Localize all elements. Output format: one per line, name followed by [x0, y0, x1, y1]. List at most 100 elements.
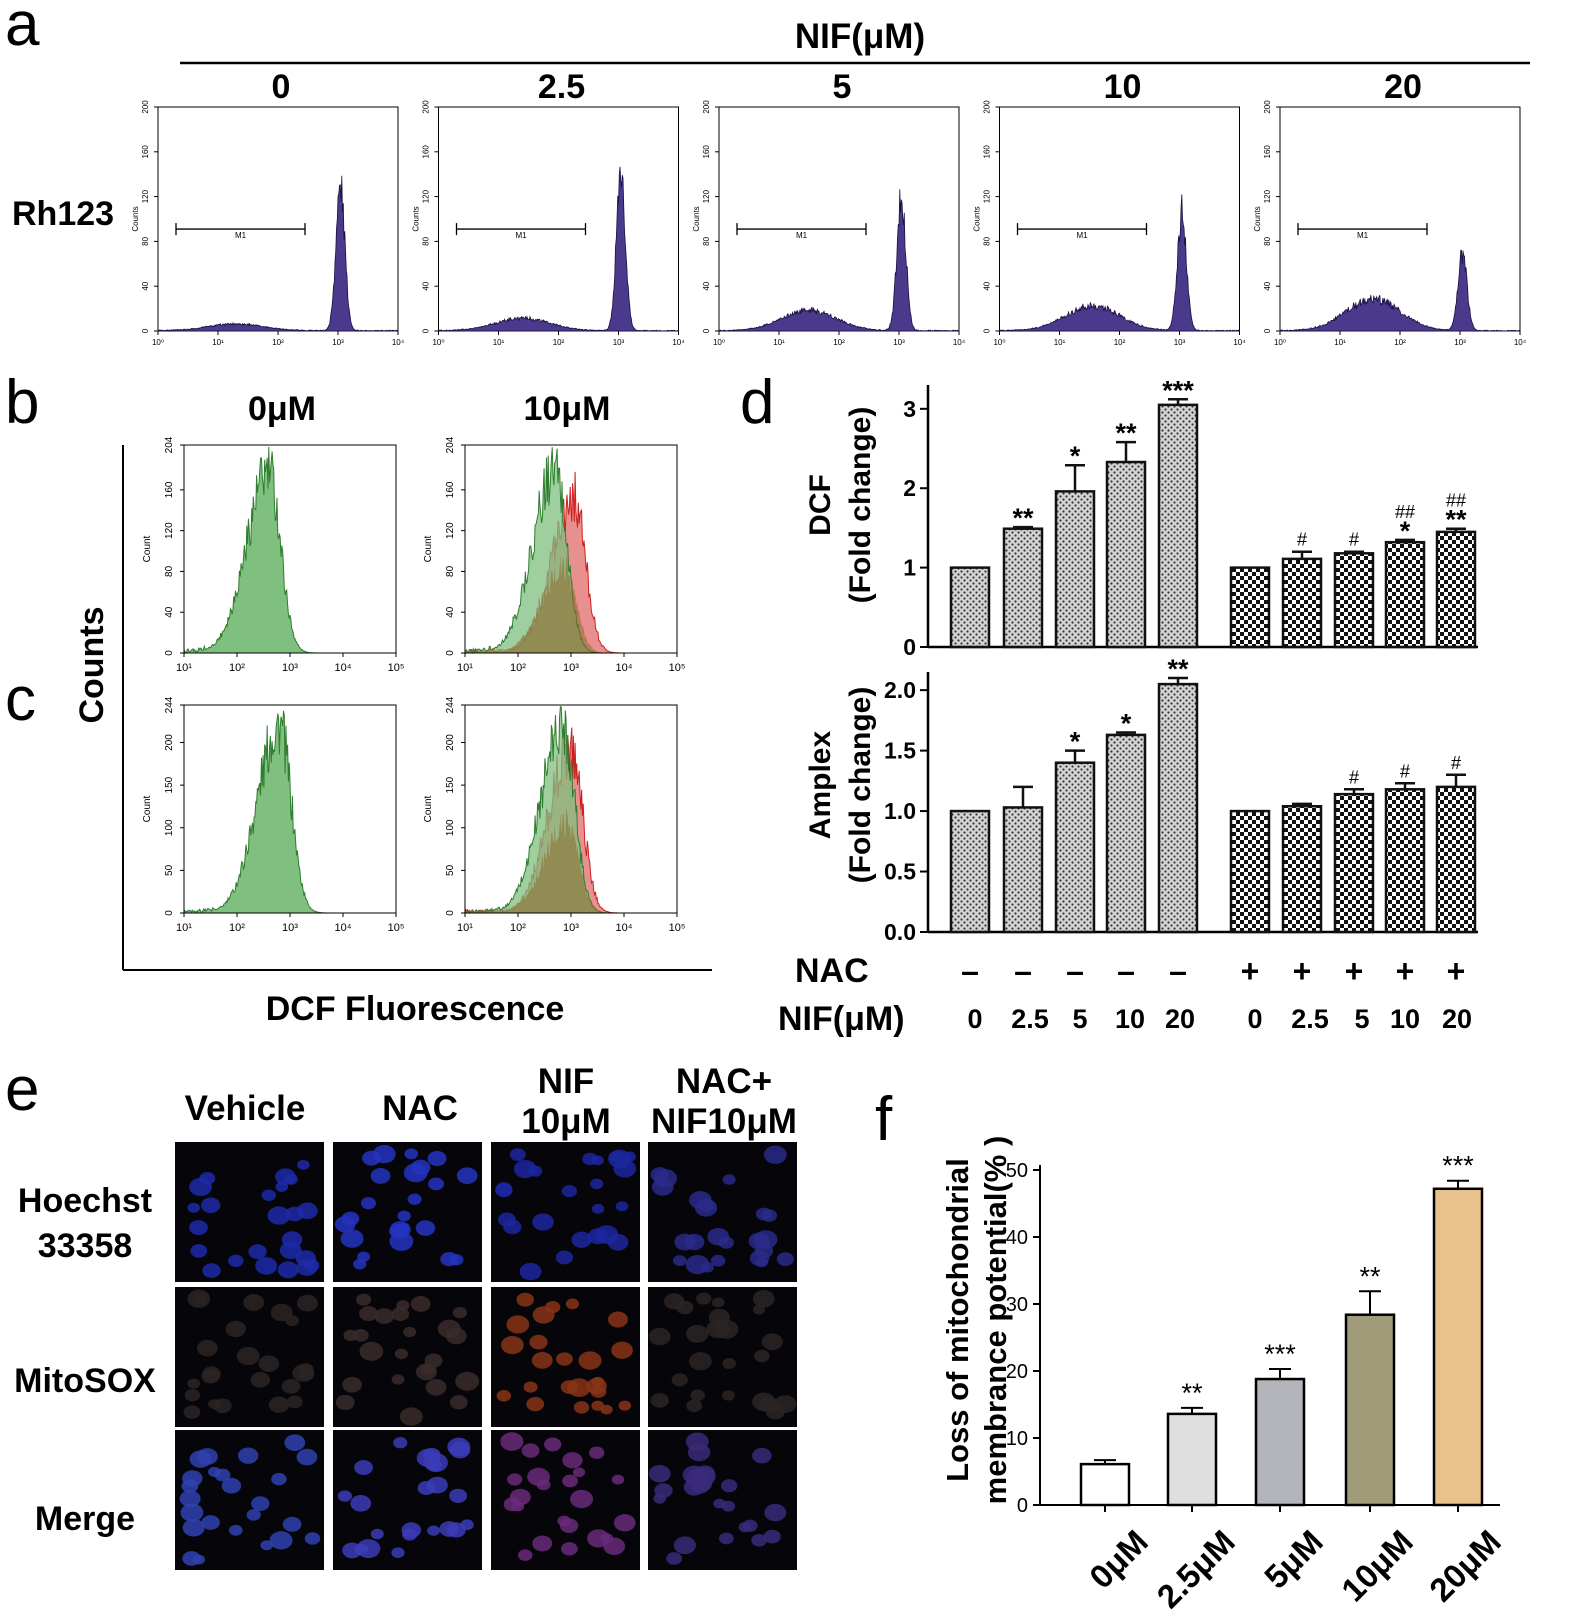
y-tick-label: 0: [1017, 1495, 1028, 1517]
bar: [1344, 1313, 1396, 1507]
panel-d-dcf-ylabel-2: (Fold change): [844, 407, 877, 604]
cell-nucleus: [267, 1206, 291, 1225]
significance-label: ***: [1162, 375, 1194, 405]
cell-nucleus: [721, 1390, 735, 1401]
cell-nucleus: [281, 1378, 301, 1394]
cell-nucleus: [590, 1385, 607, 1398]
x-tick-label: 10²: [272, 338, 284, 347]
plot-frame: [1279, 106, 1521, 332]
panel-e: e Vehicle NAC NIF 10μM NAC+ NIF10μM Hoec…: [5, 1055, 797, 1570]
cell-nucleus: [255, 1257, 278, 1275]
cell-nucleus: [402, 1528, 418, 1541]
nif-dose: 5: [1072, 1004, 1087, 1034]
cell-nucleus: [696, 1292, 712, 1305]
cell-nucleus: [189, 1220, 208, 1236]
y-tick-label: 2: [903, 475, 916, 501]
m1-gate-label: M1: [515, 231, 527, 240]
nif-dose: 2.5: [1011, 1004, 1049, 1034]
cell-nucleus: [613, 1159, 637, 1178]
m1-gate-label: M1: [796, 231, 808, 240]
cell-nucleus: [354, 1460, 373, 1476]
bar: [1432, 1187, 1484, 1507]
cell-nucleus: [671, 1373, 688, 1387]
bar: [1254, 1377, 1306, 1507]
cell-nucleus: [404, 1148, 419, 1160]
x-tick-label: 10³: [1454, 338, 1466, 347]
cell-nucleus: [359, 1306, 378, 1322]
panel-letter-a: a: [5, 0, 40, 59]
cell-nucleus: [666, 1552, 683, 1565]
cell-nucleus: [561, 1185, 577, 1198]
y-tick-label: 40: [422, 281, 431, 290]
x-tick-label: 10¹: [457, 662, 473, 674]
dcf-histogram: 0 50 100 150 200 244 Count 10¹ 10² 10³ 10⁴ 10⁵: [423, 696, 685, 934]
cell-nucleus: [527, 1467, 550, 1486]
y-tick-label: 3: [903, 396, 916, 422]
cell-nucleus: [190, 1244, 208, 1258]
cell-nucleus: [225, 1320, 246, 1338]
cell-nucleus: [755, 1257, 768, 1268]
x-tick-label: 10³: [563, 662, 579, 674]
x-tick-label: 10¹: [176, 922, 192, 934]
rh123-distribution: [999, 194, 1240, 332]
y-tick-label: 0: [445, 650, 456, 656]
y-tick-label: 150: [164, 776, 175, 793]
bar: [949, 809, 991, 934]
x-tick-label: 10⁴: [616, 922, 633, 934]
cell-nucleus: [719, 1532, 734, 1545]
cell-nucleus: [359, 1341, 384, 1361]
significance-label: *: [1070, 727, 1081, 757]
cell-nucleus: [532, 1535, 553, 1552]
cell-nucleus: [572, 1467, 586, 1478]
cell-nucleus: [201, 1368, 220, 1384]
rh123-histogram: 5 0 40 80 120 160 200 Counts 10⁰ 10¹ 10² 10³ 10⁴ M1: [692, 68, 966, 347]
y-tick-label: 40: [445, 606, 456, 618]
cell-nucleus: [600, 1404, 613, 1415]
x-tick-label: 10²: [229, 662, 245, 674]
y-axis-label: Counts: [131, 206, 140, 231]
dose-label: 2.5: [538, 68, 585, 106]
microscopy-image: [333, 1287, 482, 1427]
y-tick-label: 1: [903, 555, 916, 581]
cell-nucleus: [654, 1483, 673, 1498]
dcf-histogram: 0 40 80 120 160 204 Count 10¹ 10² 10³ 10⁴ 10⁵: [423, 436, 685, 674]
x-tick-label: 10²: [229, 922, 245, 934]
nac-sign: +: [1447, 953, 1466, 989]
y-tick-label: 80: [702, 236, 711, 245]
bar: [1281, 804, 1323, 934]
panel-d-nif-label: NIF(μM): [778, 1000, 905, 1038]
y-tick-label: 0: [422, 328, 431, 333]
microscopy-image: [491, 1287, 640, 1427]
y-tick-label: 1.5: [884, 738, 916, 764]
cell-nucleus: [196, 1339, 218, 1357]
panel-d-amplex-ylabel-2: (Fold change): [844, 687, 877, 884]
y-tick-label: 0: [445, 910, 456, 916]
cell-nucleus: [752, 1304, 766, 1315]
x-tick-label: 10³: [1174, 338, 1186, 347]
rh123-distribution: [718, 189, 960, 332]
bar: [1002, 527, 1044, 649]
cell-nucleus: [571, 1231, 592, 1248]
x-tick-label: 10³: [563, 922, 579, 934]
cell-nucleus: [236, 1346, 260, 1366]
y-tick-label: 0: [164, 910, 175, 916]
panel-d-nac-label: NAC: [795, 952, 869, 990]
y-tick-label: 200: [983, 100, 992, 114]
y-tick-label: 160: [702, 145, 711, 159]
cell-nucleus: [570, 1489, 594, 1509]
cell-nucleus: [607, 1233, 629, 1251]
y-tick-label: 80: [1263, 236, 1272, 245]
cell-nucleus: [268, 1396, 290, 1413]
cell-nucleus: [251, 1496, 270, 1511]
x-tick-label: 10⁴: [672, 338, 685, 347]
nac-sign: –: [961, 953, 979, 989]
fold-change-chart: 0.00.51.01.52.0****# # #: [884, 654, 1478, 945]
bar: [1435, 530, 1477, 649]
y-tick-label: 150: [445, 776, 456, 793]
m1-gate-label: M1: [1076, 231, 1088, 240]
x-tick-label: 10⁴: [335, 662, 352, 674]
cell-nucleus: [449, 1488, 468, 1504]
nac-significance-label: #: [1451, 753, 1461, 773]
cell-nucleus: [428, 1177, 445, 1191]
